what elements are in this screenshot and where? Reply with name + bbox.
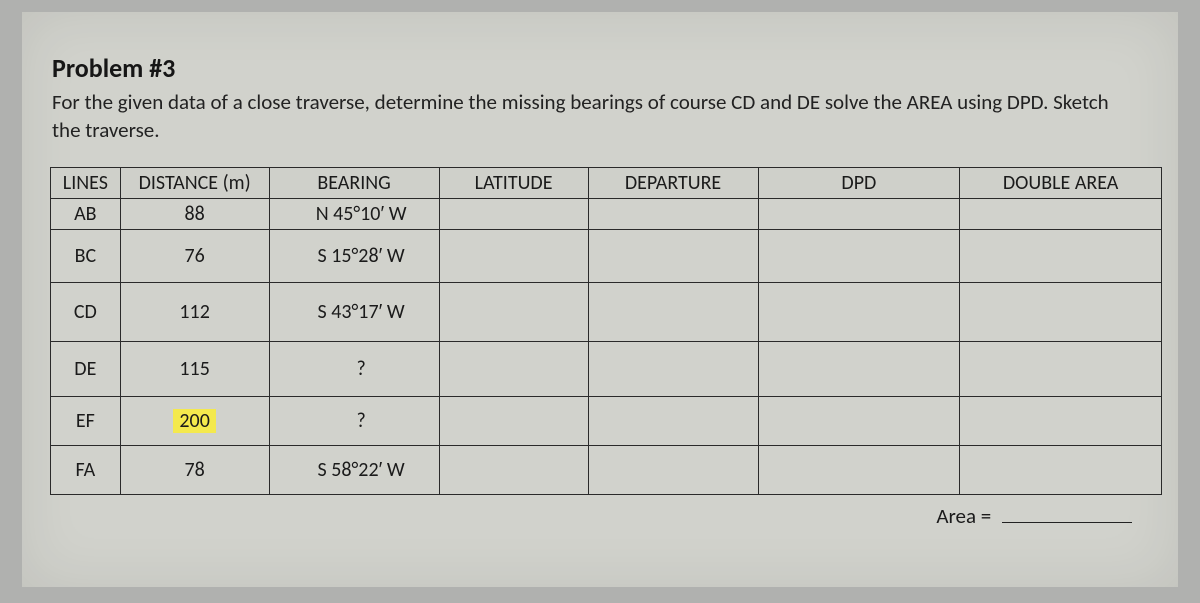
cell-dpd xyxy=(758,445,960,494)
cell-latitude xyxy=(439,229,588,282)
cell-bearing: S 58°22′ W xyxy=(269,445,439,494)
cell-bearing: N 45°10′ W xyxy=(269,198,439,229)
cell-latitude xyxy=(439,445,588,494)
cell-latitude xyxy=(439,396,588,445)
table-body: AB 88 N 45°10′ W BC 76 S 15°28′ W CD 112 xyxy=(51,198,1162,494)
cell-distance: 88 xyxy=(120,198,269,229)
cell-bearing: S 43°17′ W xyxy=(269,282,439,341)
area-result-row: Area = xyxy=(50,503,1162,529)
cell-distance: 200 xyxy=(120,396,269,445)
col-double-area: DOUBLE AREA xyxy=(960,167,1162,198)
cell-dpd xyxy=(758,341,960,396)
cell-line: FA xyxy=(51,445,121,494)
cell-dpd xyxy=(758,396,960,445)
area-blank-line xyxy=(1002,522,1132,523)
cell-departure xyxy=(588,198,758,229)
col-departure: DEPARTURE xyxy=(588,167,758,198)
problem-title: Problem #3 xyxy=(52,52,1150,84)
cell-line: AB xyxy=(51,198,121,229)
cell-line: BC xyxy=(51,229,121,282)
cell-dpd xyxy=(758,229,960,282)
cell-departure xyxy=(588,282,758,341)
col-latitude: LATITUDE xyxy=(439,167,588,198)
col-distance: DISTANCE (m) xyxy=(120,167,269,198)
cell-bearing: S 15°28′ W xyxy=(269,229,439,282)
col-dpd: DPD xyxy=(758,167,960,198)
table-row: DE 115 ? xyxy=(51,341,1162,396)
cell-departure xyxy=(588,341,758,396)
cell-latitude xyxy=(439,282,588,341)
cell-departure xyxy=(588,229,758,282)
cell-distance: 76 xyxy=(120,229,269,282)
cell-departure xyxy=(588,396,758,445)
cell-departure xyxy=(588,445,758,494)
cell-bearing: ? xyxy=(269,341,439,396)
area-label: Area = xyxy=(936,503,991,529)
cell-distance: 78 xyxy=(120,445,269,494)
cell-latitude xyxy=(439,198,588,229)
table-row: BC 76 S 15°28′ W xyxy=(51,229,1162,282)
cell-dpd xyxy=(758,282,960,341)
cell-distance: 115 xyxy=(120,341,269,396)
table-header: LINES DISTANCE (m) BEARING LATITUDE DEPA… xyxy=(51,167,1162,198)
table-row: CD 112 S 43°17′ W xyxy=(51,282,1162,341)
cell-double-area xyxy=(960,229,1162,282)
cell-double-area xyxy=(960,282,1162,341)
cell-line: CD xyxy=(51,282,121,341)
document-page: Problem #3 For the given data of a close… xyxy=(22,12,1178,587)
cell-distance: 112 xyxy=(120,282,269,341)
cell-dpd xyxy=(758,198,960,229)
cell-double-area xyxy=(960,341,1162,396)
table-row: EF 200 ? xyxy=(51,396,1162,445)
cell-latitude xyxy=(439,341,588,396)
cell-double-area xyxy=(960,198,1162,229)
cell-line: EF xyxy=(51,396,121,445)
cell-bearing: ? xyxy=(269,396,439,445)
traverse-table: LINES DISTANCE (m) BEARING LATITUDE DEPA… xyxy=(50,167,1162,495)
col-bearing: BEARING xyxy=(269,167,439,198)
col-lines: LINES xyxy=(51,167,121,198)
cell-double-area xyxy=(960,445,1162,494)
highlighted-value: 200 xyxy=(173,409,215,433)
table-row: FA 78 S 58°22′ W xyxy=(51,445,1162,494)
table-row: AB 88 N 45°10′ W xyxy=(51,198,1162,229)
cell-double-area xyxy=(960,396,1162,445)
cell-line: DE xyxy=(51,341,121,396)
problem-prompt: For the given data of a close traverse, … xyxy=(52,88,1112,145)
